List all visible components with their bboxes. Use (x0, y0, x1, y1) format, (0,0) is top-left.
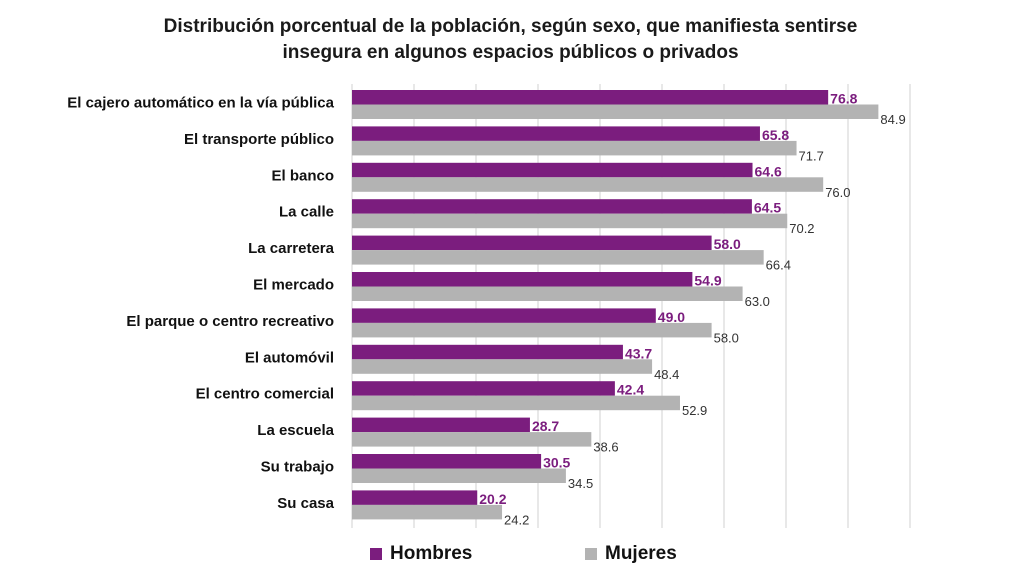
data-label-hombres: 30.5 (543, 455, 570, 471)
data-label-mujeres: 84.9 (880, 112, 905, 127)
data-label-mujeres: 70.2 (789, 221, 814, 236)
category-label: Su casa (277, 495, 334, 512)
bar-hombres (352, 454, 542, 469)
legend: Hombres Mujeres (0, 543, 1021, 573)
category-label: El parque o centro recreativo (126, 313, 334, 330)
bar-hombres (352, 199, 752, 214)
bar-mujeres (352, 104, 879, 119)
data-label-mujeres: 38.6 (593, 440, 618, 455)
category-label: Su trabajo (261, 459, 334, 476)
data-label-hombres: 20.2 (479, 491, 506, 507)
bar-mujeres (352, 432, 592, 447)
category-label: El mercado (253, 277, 334, 294)
bar-hombres (352, 272, 693, 287)
legend-item-mujeres: Mujeres (585, 543, 677, 565)
category-label: El banco (271, 167, 334, 184)
bar-mujeres (352, 140, 797, 156)
chart-title-line-1: Distribución porcentual de la población,… (163, 16, 858, 37)
bar-chart: El cajero automático en la vía pública El… (67, 84, 911, 528)
data-label-hombres: 64.6 (755, 163, 782, 179)
bar-mujeres (352, 359, 653, 374)
bar-mujeres (352, 177, 824, 192)
category-label: La calle (279, 204, 334, 221)
bar-hombres (352, 126, 760, 141)
data-label-hombres: 54.9 (694, 273, 721, 289)
data-label-mujeres: 24.2 (504, 512, 529, 527)
data-label-hombres: 49.0 (658, 309, 685, 325)
chart-title: Distribución porcentual de la población,… (0, 14, 1021, 66)
bar-hombres (352, 490, 478, 505)
bar-mujeres (352, 213, 788, 229)
data-label-hombres: 64.5 (754, 200, 781, 216)
data-labels: 76.8 84.9 65.8 71.7 64.6 76.0 64.5 70.2 58.0 66.4… (479, 91, 905, 528)
bar-mujeres (352, 250, 764, 265)
data-label-hombres: 43.7 (625, 345, 652, 361)
bar-hombres (352, 308, 656, 323)
bar-hombres (352, 235, 712, 251)
legend-label-mujeres: Mujeres (605, 543, 677, 564)
data-label-hombres: 65.8 (762, 127, 789, 143)
data-label-mujeres: 63.0 (745, 294, 770, 309)
legend-label-hombres: Hombres (390, 543, 473, 564)
category-label: La carretera (248, 240, 335, 257)
data-label-mujeres: 76.0 (825, 185, 850, 200)
chart-title-line-2: insegura en algunos espacios públicos o … (282, 42, 739, 63)
bar-hombres (352, 344, 623, 360)
category-label: El automóvil (245, 349, 334, 366)
data-label-hombres: 58.0 (714, 236, 741, 252)
data-label-mujeres: 34.5 (568, 476, 593, 491)
data-label-hombres: 76.8 (830, 91, 857, 107)
legend-item-hombres: Hombres (370, 543, 472, 565)
bar-mujeres (352, 395, 680, 411)
category-label: El transporte público (184, 131, 334, 148)
data-label-mujeres: 71.7 (799, 148, 824, 163)
category-label: El cajero automático en la vía pública (67, 95, 334, 112)
category-labels: El cajero automático en la vía pública El… (67, 95, 334, 512)
bar-mujeres (352, 322, 712, 338)
category-label: El centro comercial (196, 386, 334, 403)
data-label-mujeres: 66.4 (766, 258, 791, 273)
data-label-hombres: 28.7 (532, 418, 559, 434)
bars (352, 90, 879, 520)
data-label-mujeres: 48.4 (654, 367, 679, 382)
legend-swatch-mujeres (585, 548, 597, 560)
data-label-mujeres: 52.9 (682, 403, 707, 418)
data-label-hombres: 42.4 (617, 382, 644, 398)
bar-hombres (352, 381, 615, 396)
data-label-mujeres: 58.0 (714, 330, 739, 345)
bar-hombres (352, 417, 530, 433)
legend-swatch-hombres (370, 548, 382, 560)
bar-mujeres (352, 468, 566, 483)
bar-hombres (352, 90, 829, 105)
bar-hombres (352, 162, 753, 178)
category-label: La escuela (257, 422, 334, 439)
bar-mujeres (352, 286, 743, 301)
bar-mujeres (352, 504, 503, 520)
